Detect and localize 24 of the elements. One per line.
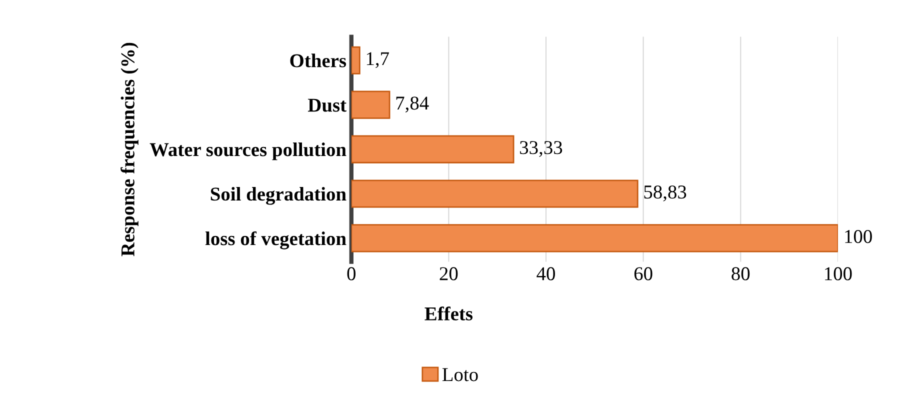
y-tick-label: Others	[290, 54, 346, 68]
bar	[351, 90, 390, 119]
data-label: 33,33	[520, 141, 562, 157]
data-label: 1,7	[366, 52, 389, 68]
bar	[351, 135, 514, 164]
x-tick-label: 40	[536, 267, 555, 280]
x-tick-label: 0	[347, 267, 356, 280]
bar	[351, 46, 360, 74]
bar	[351, 180, 638, 208]
y-tick-label: loss of vegetation	[205, 231, 346, 250]
x-tick-label: 100	[825, 267, 852, 280]
x-tick-label: 60	[634, 267, 652, 280]
y-tick-label: Water sources pollution	[150, 142, 346, 160]
y-axis-title: Response frequencies (%)	[120, 42, 138, 256]
y-tick-label: Soil degradation	[210, 186, 346, 205]
bar	[351, 224, 838, 252]
x-tick-label: 80	[732, 267, 750, 280]
x-axis-title: Effets	[424, 306, 473, 320]
y-tick-label: Dust	[308, 98, 346, 112]
data-label: 58,83	[644, 185, 686, 202]
legend-label: Loto	[442, 368, 478, 382]
x-tick-label: 20	[440, 267, 458, 280]
data-label: 7,84	[396, 96, 429, 112]
data-label: 100	[845, 230, 872, 244]
